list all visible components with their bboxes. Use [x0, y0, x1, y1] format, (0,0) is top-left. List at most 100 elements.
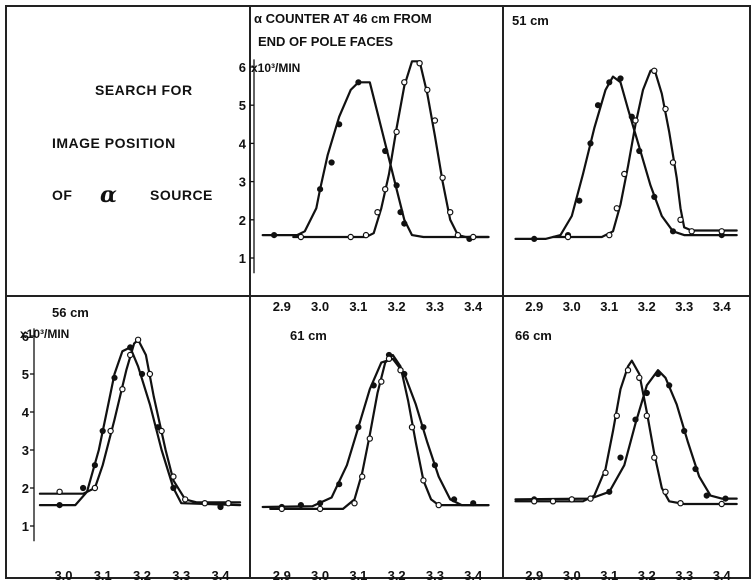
- data-point-51cm-open-8: [677, 216, 684, 223]
- data-point-46cm-filled-1: [317, 186, 324, 193]
- data-point-46cm-open-10: [439, 174, 446, 181]
- data-point-66cm-open-0: [531, 498, 538, 505]
- panel-label-66cm: 66 cm: [515, 328, 552, 343]
- data-point-51cm-filled-5: [606, 79, 613, 86]
- x-tick-label-56cm-3.0: 3.0: [54, 568, 72, 583]
- data-point-66cm-open-12: [718, 500, 725, 508]
- data-point-56cm-filled-4: [111, 374, 118, 381]
- data-point-46cm-open-2: [362, 231, 370, 239]
- y-tick-label-56cm-6: 6: [22, 329, 29, 344]
- data-point-66cm-filled-7: [666, 382, 673, 389]
- heading-line-2: IMAGE POSITION: [52, 135, 176, 151]
- data-point-61cm-open-1: [316, 505, 324, 513]
- x-tick-label-46cm-3.1: 3.1: [349, 299, 367, 314]
- plot-panel-46cm: 1 2 3 4 5 6 2.9 3.0 3.1 3.2 3.3 3.4: [239, 59, 490, 314]
- data-point-56cm-open-4: [126, 351, 134, 359]
- data-point-51cm-open-6: [662, 105, 669, 113]
- data-point-61cm-open-2: [351, 500, 358, 507]
- y-tick-label-56cm-1: 1: [22, 519, 29, 534]
- x-tick-label-66cm-3.0: 3.0: [563, 568, 581, 583]
- x-tick-label-51cm-3.0: 3.0: [563, 299, 581, 314]
- data-point-61cm-open-6: [385, 355, 393, 362]
- x-tick-label-56cm-3.2: 3.2: [133, 568, 151, 583]
- data-point-51cm-open-7: [669, 159, 677, 166]
- curve-56cm-open: [38, 338, 242, 504]
- heading-line-3-suffix: SOURCE: [150, 187, 213, 203]
- panel-label-46cm-line2: END OF POLE FACES: [258, 34, 393, 49]
- data-point-56cm-open-1: [91, 484, 99, 492]
- plot-panel-66cm: 2.9 3.0 3.1 3.2 3.3 3.4: [514, 359, 738, 583]
- x-tick-label-66cm-3.2: 3.2: [638, 568, 656, 583]
- data-point-51cm-open-5: [651, 67, 658, 75]
- data-point-46cm-open-1: [347, 233, 354, 241]
- data-point-51cm-filled-9: [651, 193, 658, 200]
- data-point-51cm-filled-0: [531, 235, 538, 242]
- data-point-56cm-filled-3: [99, 427, 106, 435]
- x-tick-label-51cm-2.9: 2.9: [525, 299, 543, 314]
- y-tick-label-56cm-2: 2: [22, 481, 29, 496]
- curve-56cm-filled: [38, 346, 242, 507]
- data-point-46cm-open-9: [431, 117, 439, 124]
- y-tick-label-56cm-3: 3: [22, 443, 29, 458]
- data-point-66cm-open-3: [587, 495, 594, 502]
- data-point-66cm-open-6: [624, 367, 632, 374]
- x-tick-label-56cm-3.3: 3.3: [172, 568, 190, 583]
- y-tick-label-46cm-3: 3: [239, 175, 246, 190]
- y-unit-label-56cm: x10³/MIN: [20, 327, 69, 341]
- data-point-51cm-open-4: [632, 117, 639, 124]
- data-point-46cm-filled-6: [393, 182, 400, 189]
- data-point-51cm-filled-6: [617, 75, 624, 82]
- data-point-61cm-filled-3: [336, 481, 343, 488]
- data-point-46cm-open-3: [374, 208, 381, 216]
- data-point-46cm-open-0: [297, 233, 305, 241]
- panel-label-51cm: 51 cm: [512, 13, 549, 28]
- panel-label-61cm: 61 cm: [290, 328, 327, 343]
- x-tick-label-61cm-3.2: 3.2: [388, 568, 406, 583]
- data-point-46cm-open-8: [424, 86, 431, 94]
- curve-66cm-open: [514, 359, 738, 506]
- data-point-56cm-open-0: [56, 488, 63, 495]
- data-point-66cm-filled-6: [654, 370, 662, 378]
- data-point-56cm-filled-2: [91, 462, 99, 469]
- data-point-61cm-filled-10: [451, 496, 458, 503]
- x-tick-label-61cm-2.9: 2.9: [273, 568, 291, 583]
- y-tick-label-46cm-2: 2: [239, 213, 246, 228]
- curve-61cm-open: [269, 353, 490, 510]
- data-point-46cm-filled-8: [401, 220, 408, 227]
- data-point-56cm-open-3: [119, 386, 126, 393]
- curve-51cm-filled: [514, 75, 738, 240]
- data-point-51cm-filled-3: [587, 140, 594, 147]
- data-point-46cm-open-5: [393, 128, 400, 136]
- panel-label-56cm: 56 cm: [52, 305, 89, 320]
- data-point-56cm-filled-0: [56, 502, 63, 509]
- data-point-66cm-open-8: [643, 412, 651, 419]
- panel-label-46cm: α COUNTER AT 46 cm FROM: [254, 11, 432, 26]
- y-tick-label-46cm-5: 5: [239, 98, 246, 113]
- y-tick-label-46cm-1: 1: [239, 251, 246, 266]
- x-tick-label-46cm-3.4: 3.4: [464, 299, 483, 314]
- x-tick-label-46cm-3.3: 3.3: [426, 299, 444, 314]
- data-point-56cm-open-8: [170, 473, 177, 480]
- y-tick-label-46cm-4: 4: [239, 136, 247, 151]
- data-point-61cm-open-8: [408, 424, 416, 431]
- heading-line-3-prefix: OF: [52, 187, 72, 203]
- data-point-56cm-filled-1: [80, 484, 87, 492]
- plot-panel-56cm: 1 2 3 4 5 6 3.0 3.1 3.2 3.3 3.4: [22, 328, 242, 583]
- x-tick-label-46cm-2.9: 2.9: [273, 299, 291, 314]
- data-point-66cm-filled-9: [692, 465, 699, 473]
- data-point-46cm-open-11: [447, 208, 454, 216]
- data-point-66cm-filled-2: [606, 488, 613, 495]
- data-point-66cm-filled-3: [617, 454, 624, 461]
- figure-frame: [5, 5, 751, 579]
- heading-line-1: SEARCH FOR: [95, 82, 193, 98]
- y-unit-label-46cm: x10³/MIN: [251, 61, 300, 75]
- x-tick-label-56cm-3.1: 3.1: [94, 568, 112, 583]
- data-point-66cm-open-2: [568, 496, 576, 503]
- x-tick-label-61cm-3.0: 3.0: [311, 568, 329, 583]
- data-point-51cm-filled-10: [669, 228, 677, 235]
- x-tick-label-56cm-3.4: 3.4: [211, 568, 230, 583]
- x-tick-label-66cm-3.3: 3.3: [675, 568, 693, 583]
- data-point-66cm-open-11: [677, 500, 684, 507]
- x-tick-label-46cm-3.0: 3.0: [311, 299, 329, 314]
